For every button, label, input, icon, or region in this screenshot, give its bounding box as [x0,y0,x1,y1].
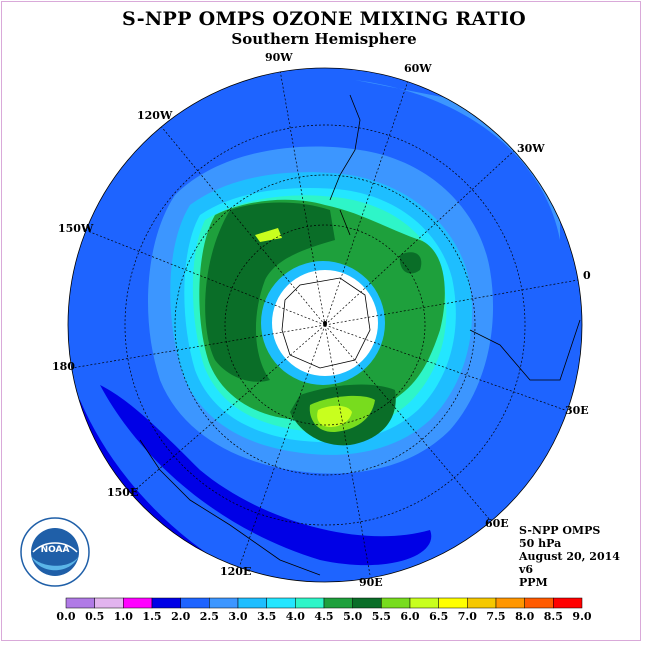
info-instrument: S-NPP OMPS [519,524,601,537]
map-title: S-NPP OMPS OZONE MIXING RATIO [121,8,527,30]
graticule [71,69,579,576]
lon-label-90w: 90W [265,51,293,64]
lon-label-30w: 30W [517,142,545,155]
colorbar-tick-label: 7.0 [458,610,477,623]
colorbar-swatch [352,597,382,609]
ozone-field [68,68,582,582]
lon-label-60e: 60E [485,517,509,530]
map-boundary [67,67,583,583]
colorbar-swatch [123,597,153,609]
lon-label-150w: 150W [58,222,94,235]
colorbar-tick-label: 4.0 [286,610,305,623]
colorbar-swatch [323,597,353,609]
colorbar-tick-label: 5.5 [372,610,391,623]
colorbar-swatch [524,597,554,609]
colorbar-swatch [295,597,325,609]
colorbar-swatch [151,597,181,609]
map-subtitle: Southern Hemisphere [231,30,417,48]
noaa-logo: NOAA [20,517,90,587]
colorbar-tick-label: 2.0 [171,610,190,623]
colorbar-swatch [495,597,525,609]
field-dark-green-west [205,202,335,382]
colorbar-swatch [180,597,210,609]
colorbar-swatch [266,597,296,609]
colorbar-tick-label: 5.0 [343,610,362,623]
info-level: 50 hPa [519,537,562,550]
colorbar-tick-label: 0.0 [56,610,75,623]
colorbar-swatch [553,597,583,609]
lon-label-60w: 60W [404,62,432,75]
colorbar-tick-label: 6.0 [400,610,419,623]
plot-frame [1,1,641,641]
colorbar-tick-label: 4.5 [314,610,333,623]
field-yellow-green [317,405,352,427]
colorbar-swatch [94,597,124,609]
colorbar-tick-label: 8.5 [544,610,563,623]
south-pole-marker [323,321,327,325]
colorbar-swatch [467,597,497,609]
info-date: August 20, 2014 [519,550,620,563]
info-version: v6 [519,563,534,576]
colorbar-swatch [237,597,267,609]
field-dark-green-east [399,252,422,274]
colorbar-tick-label: 9.0 [572,610,591,623]
lon-label-30e: 30E [565,404,589,417]
south-america-outline [329,94,361,236]
colorbar-tick-label: 2.5 [200,610,219,623]
lon-label-90e: 90E [359,576,383,589]
lon-label-150e: 150E [107,486,138,499]
colorbar-tick-label: 7.5 [486,610,505,623]
info-panel: S-NPP OMPS 50 hPa August 20, 2014 v6 PPM [519,524,620,589]
antarctica-outline [281,277,371,369]
colorbar-tick-label: 3.0 [228,610,247,623]
colorbar-swatch [381,597,411,609]
colorbar-swatch [65,597,95,609]
colorbar-swatch [209,597,239,609]
africa-outline [469,319,581,381]
info-units: PPM [519,576,548,589]
lon-label-0: 0 [583,269,591,282]
field-region-low [100,385,432,566]
colorbar-swatch [438,597,468,609]
australia-outline [139,439,321,576]
noaa-logo-text: NOAA [41,545,70,555]
colorbar-swatches [65,597,583,609]
colorbar-swatch [409,597,439,609]
colorbar-tick-label: 6.5 [429,610,448,623]
lon-label-120w: 120W [137,109,173,122]
colorbar-tick-label: 1.0 [114,610,133,623]
colorbar-tick-label: 3.5 [257,610,276,623]
colorbar-tick-label: 8.0 [515,610,534,623]
colorbar-tick-label: 0.5 [85,610,104,623]
lon-label-120e: 120E [220,565,251,578]
colorbar-ticks: 0.0 0.5 1.0 1.5 2.0 2.5 3.0 3.5 4.0 4.5 5.0 5.5 6.0 6… [56,610,591,623]
field-small-maximum [255,228,282,242]
colorbar-tick-label: 1.5 [142,610,161,623]
lon-label-180: 180 [52,360,75,373]
